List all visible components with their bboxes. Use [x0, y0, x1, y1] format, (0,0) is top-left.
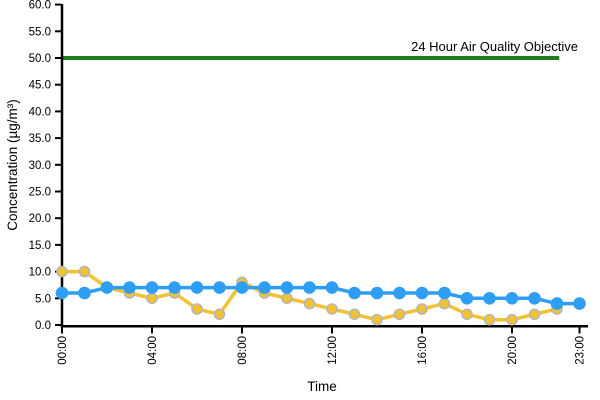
yellow-series-data-point: [78, 265, 91, 278]
blue-series-data-point: [55, 286, 69, 300]
series-yellow: [56, 265, 563, 326]
x-tick-label: 04:00: [147, 336, 159, 365]
yellow-series-data-point: [416, 303, 428, 315]
blue-series-data-point: [168, 281, 181, 294]
yellow-series-data-point: [461, 308, 473, 321]
yellow-series-data-point: [56, 265, 68, 278]
y-tick-label: 60.0: [29, 0, 51, 12]
yellow-series-data-point: [371, 313, 383, 326]
y-tick-label: 20.0: [29, 213, 51, 225]
yellow-series-data-point: [348, 308, 361, 321]
yellow-series-data-point: [146, 292, 158, 305]
blue-series-data-point: [415, 286, 429, 300]
x-tick-label: 23:00: [575, 336, 587, 365]
y-axis-title: Concentration (µg/m³): [5, 99, 20, 231]
reference-line-label: 24 Hour Air Quality Objective: [411, 39, 578, 54]
y-tick-label: 15.0: [29, 240, 51, 252]
x-axis-title: Time: [307, 379, 337, 394]
blue-series-data-point: [505, 291, 519, 305]
y-tick-label: 10.0: [29, 267, 51, 279]
y-tick-label: 30.0: [29, 160, 51, 172]
yellow-series-data-point: [281, 292, 293, 305]
y-axis: 0.0 5.0 10.0 15.0 20.0 25.0 30.0 35.0 40.0 45.0 50…: [29, 0, 64, 332]
yellow-series-data-point: [438, 297, 451, 310]
yellow-series-data-point: [303, 297, 316, 310]
blue-series-data-point: [190, 281, 204, 294]
y-tick-label: 5.0: [35, 293, 51, 305]
blue-series-data-point: [550, 297, 564, 310]
series-blue: [55, 281, 586, 310]
blue-series-data-point: [123, 281, 136, 294]
y-tick-label: 25.0: [29, 187, 51, 199]
blue-series-data-point: [145, 281, 159, 294]
x-tick-label: 08:00: [237, 336, 249, 365]
blue-series-data-point: [438, 286, 451, 300]
blue-series-data-point: [258, 281, 271, 294]
yellow-series-data-point: [528, 308, 541, 321]
blue-series-data-point: [235, 281, 249, 294]
blue-series-data-point: [483, 291, 496, 305]
yellow-series-data-point: [326, 303, 338, 315]
yellow-series-data-point: [506, 313, 518, 326]
blue-series-data-point: [528, 291, 541, 305]
y-tick-label: 45.0: [29, 80, 51, 92]
y-tick-label: 40.0: [29, 106, 51, 118]
yellow-series-line: [60, 269, 559, 322]
x-tick-label: 16:00: [417, 336, 429, 365]
y-tick-label: 35.0: [29, 133, 51, 145]
blue-series-data-point: [348, 286, 361, 300]
blue-series-data-point: [303, 281, 316, 294]
x-tick-label: 00:00: [57, 336, 69, 365]
blue-series-data-point: [78, 286, 91, 300]
yellow-series-data-point: [191, 303, 203, 315]
blue-series-data-point: [573, 297, 586, 310]
blue-series-data-point: [280, 281, 294, 294]
x-tick-label: 12:00: [327, 336, 339, 365]
x-tick-label: 20:00: [507, 336, 519, 365]
yellow-series-data-point: [393, 308, 406, 321]
yellow-series-data-point: [213, 308, 226, 321]
blue-series-data-point: [100, 281, 114, 294]
y-tick-label: 55.0: [29, 26, 51, 38]
blue-series-data-point: [460, 291, 474, 305]
y-tick-label: 50.0: [29, 53, 51, 65]
yellow-series-data-point: [483, 313, 496, 326]
y-tick-label: 0.0: [35, 320, 51, 332]
x-axis: 00:00 04:00 08:00 12:00 16:00 20:00 23:00: [57, 324, 588, 365]
blue-series-data-point: [393, 286, 406, 300]
blue-series-data-point: [213, 281, 226, 294]
blue-series-data-point: [370, 286, 384, 300]
blue-series-data-point: [325, 281, 339, 294]
